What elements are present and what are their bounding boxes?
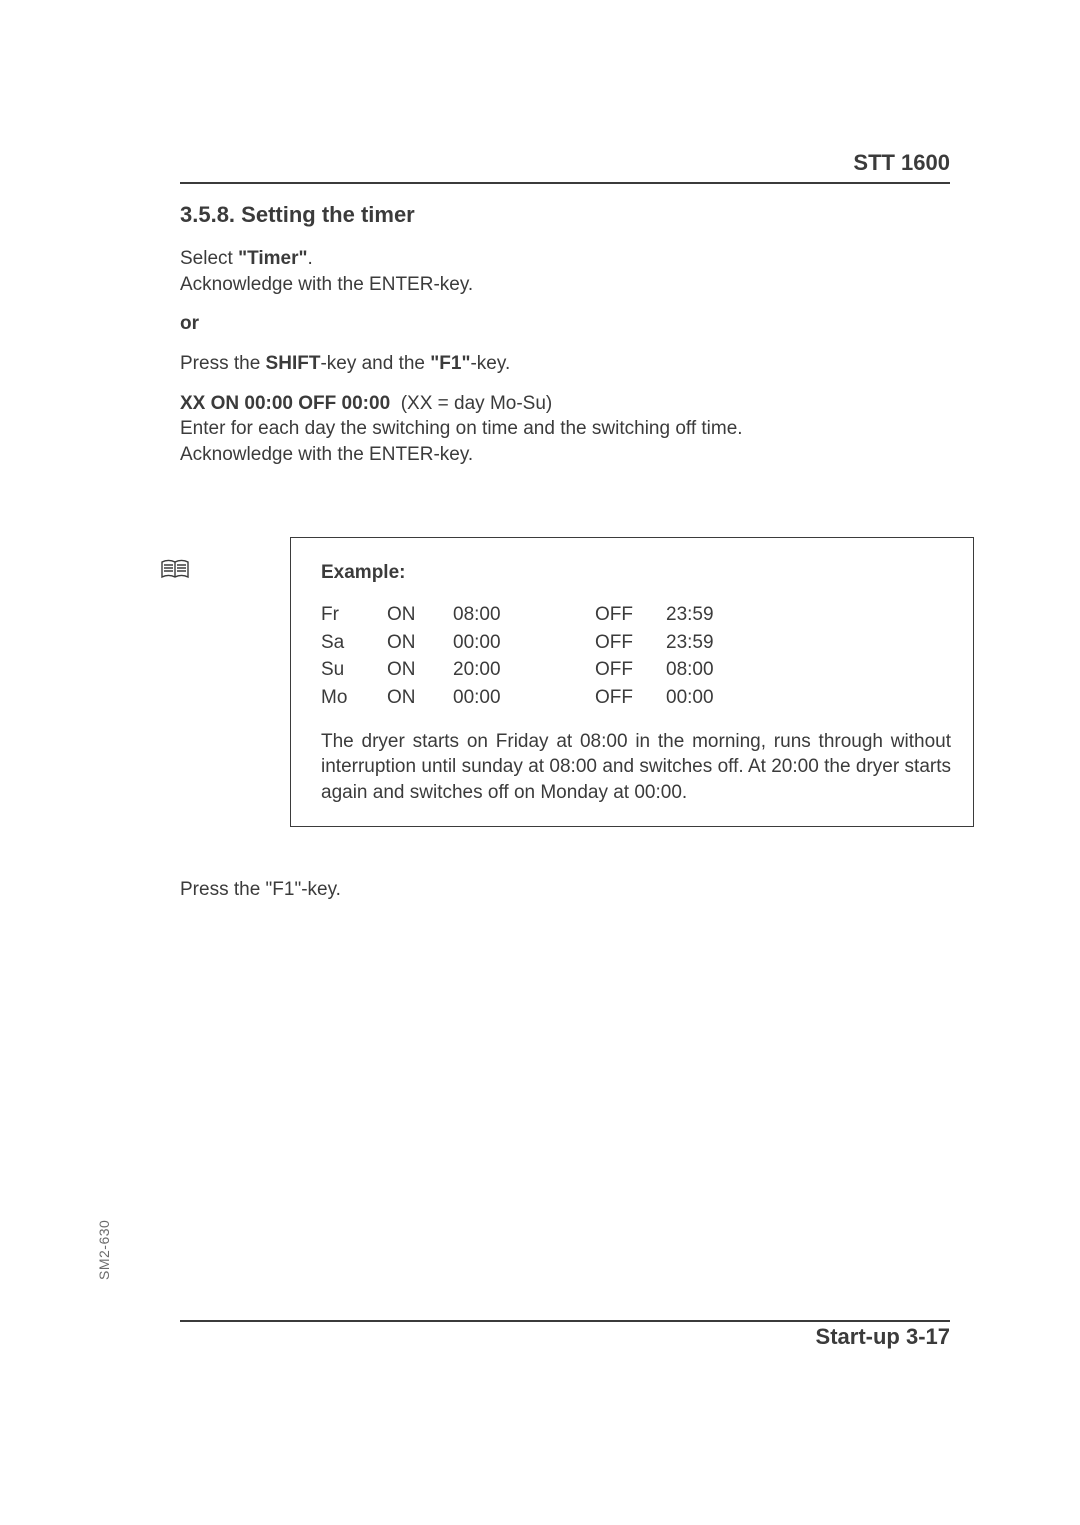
body-text: Select "Timer". Acknowledge with the ENT… — [180, 246, 950, 902]
cell-off: OFF — [595, 602, 666, 630]
footer-text: Start-up 3-17 — [180, 1324, 950, 1350]
header-model: STT 1600 — [180, 150, 950, 176]
cell-on: ON — [387, 630, 453, 658]
select-suffix: . — [308, 248, 313, 269]
ack-enter-1: Acknowledge with the ENTER-key. — [180, 274, 473, 295]
example-label: Example: — [321, 560, 951, 586]
table-row: Su ON 20:00 OFF 08:00 — [321, 657, 730, 685]
table-row: Sa ON 00:00 OFF 23:59 — [321, 630, 730, 658]
cell-off-t: 23:59 — [666, 602, 730, 630]
example-description: The dryer starts on Friday at 08:00 in t… — [321, 729, 951, 806]
example-box: Example: Fr ON 08:00 OFF 23:59 Sa ON 00:… — [290, 537, 974, 826]
cell-off: OFF — [595, 685, 666, 713]
section-title-text: Setting the timer — [241, 202, 415, 227]
page-content: STT 1600 3.5.8. Setting the timer Select… — [180, 150, 950, 921]
press-suffix: -key. — [470, 353, 510, 374]
select-prefix: Select — [180, 248, 238, 269]
footer-rule — [180, 1320, 950, 1322]
cell-on: ON — [387, 685, 453, 713]
example-wrapper: Example: Fr ON 08:00 OFF 23:59 Sa ON 00:… — [290, 537, 950, 826]
press-mid: -key and the — [320, 353, 430, 374]
timer-word: "Timer" — [238, 248, 307, 269]
press-prefix: Press the — [180, 353, 266, 374]
cell-day: Fr — [321, 602, 387, 630]
cell-day: Mo — [321, 685, 387, 713]
ack-enter-2: Acknowledge with the ENTER-key. — [180, 444, 473, 465]
cell-on-t: 00:00 — [453, 630, 549, 658]
cell-on-t: 00:00 — [453, 685, 549, 713]
cell-on-t: 20:00 — [453, 657, 549, 685]
or-label: or — [180, 311, 950, 337]
shift-word: SHIFT — [266, 353, 321, 374]
side-code: SM2-630 — [96, 1220, 112, 1280]
f1-word: "F1" — [430, 353, 470, 374]
cell-off-t: 00:00 — [666, 685, 730, 713]
table-row: Mo ON 00:00 OFF 00:00 — [321, 685, 730, 713]
table-row: Fr ON 08:00 OFF 23:59 — [321, 602, 730, 630]
para-select: Select "Timer". Acknowledge with the ENT… — [180, 246, 950, 297]
header-rule — [180, 182, 950, 184]
display-note: (XX = day Mo-Su) — [401, 393, 553, 414]
schedule-table: Fr ON 08:00 OFF 23:59 Sa ON 00:00 OFF 23… — [321, 602, 730, 713]
book-icon — [160, 559, 190, 589]
cell-off-t: 08:00 — [666, 657, 730, 685]
cell-off: OFF — [595, 657, 666, 685]
cell-off: OFF — [595, 630, 666, 658]
press-f1-final: Press the "F1"-key. — [180, 877, 950, 903]
para-display: XX ON 00:00 OFF 00:00 (XX = day Mo-Su) E… — [180, 391, 950, 468]
cell-day: Su — [321, 657, 387, 685]
para-press: Press the SHIFT-key and the "F1"-key. — [180, 351, 950, 377]
cell-on: ON — [387, 602, 453, 630]
section-number: 3.5.8. — [180, 202, 235, 227]
display-code: XX ON 00:00 OFF 00:00 — [180, 393, 390, 414]
cell-day: Sa — [321, 630, 387, 658]
cell-on: ON — [387, 657, 453, 685]
section-heading: 3.5.8. Setting the timer — [180, 202, 950, 228]
enter-each: Enter for each day the switching on time… — [180, 418, 743, 439]
cell-on-t: 08:00 — [453, 602, 549, 630]
cell-off-t: 23:59 — [666, 630, 730, 658]
